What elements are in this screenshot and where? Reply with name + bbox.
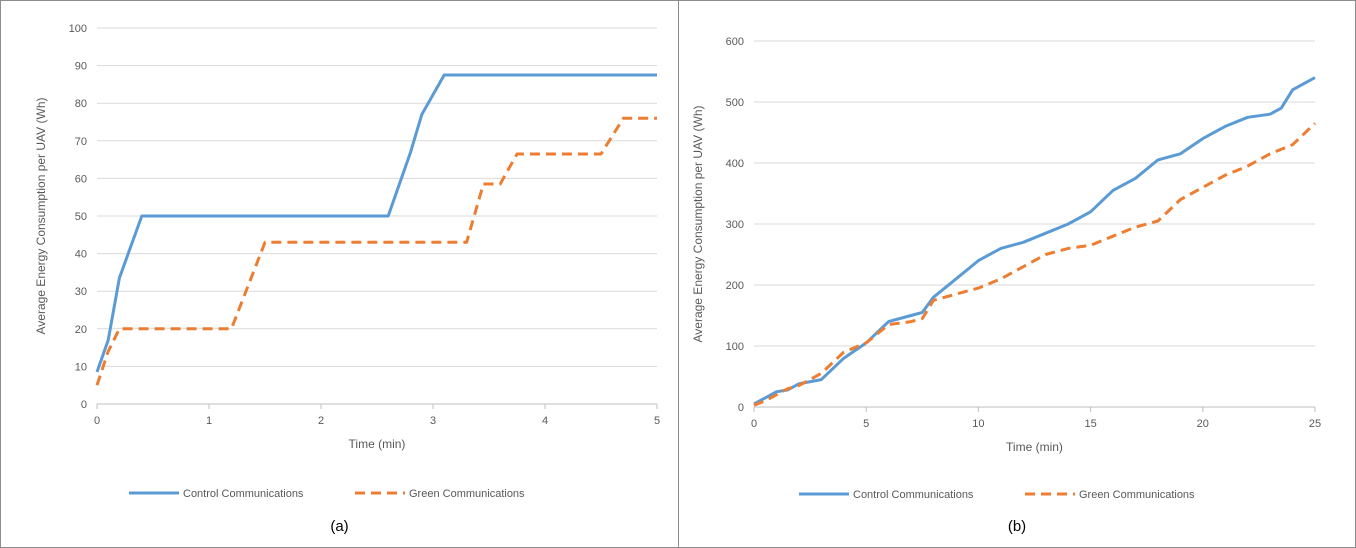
chart-a-svg: 0 10 20 30 40 50 60 70 80 90 100 0 1 2 3 4 5 Time (min) Av… <box>34 23 660 500</box>
series-line-b-control <box>753 76 1316 406</box>
chart-panel-a: 0 10 20 30 40 50 60 70 80 90 100 0 1 2 3 4 5 Time (min) Av… <box>0 0 679 548</box>
x-tick-label-a-4: 4 <box>542 415 548 427</box>
legend-label-b-green: Green Communications <box>1079 489 1195 501</box>
legend-label-b-control: Control Communications <box>853 489 974 501</box>
legend-label-a-control: Control Communications <box>183 488 304 500</box>
y-tick-label-a-0: 0 <box>81 399 87 411</box>
x-tick-label-a-5: 5 <box>654 415 660 427</box>
y-tick-label-b-6: 600 <box>726 36 744 48</box>
x-tick-label-b-1: 5 <box>863 418 869 430</box>
caption-b: (b) <box>1007 518 1027 535</box>
y-tick-label-a-8: 80 <box>75 98 87 110</box>
y-tick-label-a-1: 10 <box>75 361 87 373</box>
x-tick-label-a-1: 1 <box>206 415 212 427</box>
y-tick-label-a-5: 50 <box>75 211 87 223</box>
y-axis-title-b: Average Energy Consumption per UAV (Wh) <box>691 106 705 343</box>
x-tick-label-b-2: 10 <box>972 418 984 430</box>
x-tick-label-b-5: 25 <box>1309 418 1321 430</box>
x-tick-label-b-4: 20 <box>1197 418 1209 430</box>
x-tick-label-b-3: 15 <box>1084 418 1096 430</box>
chart-panel-b: 0 100 200 300 400 500 600 0 5 10 15 20 25 Time (min) A… <box>678 0 1356 548</box>
x-axis-title-b: Time (min) <box>1006 440 1063 454</box>
y-axis-title-a: Average Energy Consumption per UAV (Wh) <box>34 98 48 335</box>
caption-a: (a) <box>330 518 349 535</box>
series-line-a-green <box>95 116 657 386</box>
x-tick-label-a-3: 3 <box>430 415 436 427</box>
y-tick-label-b-0: 0 <box>738 402 744 414</box>
y-tick-label-a-7: 70 <box>75 136 87 148</box>
y-tick-label-b-1: 100 <box>726 341 744 353</box>
y-tick-label-b-3: 300 <box>726 219 744 231</box>
series-line-a-control <box>95 73 657 373</box>
y-tick-label-b-5: 500 <box>726 97 744 109</box>
y-tick-label-a-2: 20 <box>75 324 87 336</box>
x-tick-label-a-2: 2 <box>318 415 324 427</box>
x-tick-label-b-0: 0 <box>751 418 757 430</box>
y-tick-label-a-3: 30 <box>75 286 87 298</box>
y-tick-label-a-4: 40 <box>75 249 87 261</box>
y-tick-label-a-6: 60 <box>75 173 87 185</box>
legend-label-a-green: Green Communications <box>409 488 525 500</box>
y-tick-label-a-10: 100 <box>69 23 87 35</box>
chart-b-svg: 0 100 200 300 400 500 600 0 5 10 15 20 25 Time (min) A… <box>691 36 1321 501</box>
y-tick-label-b-2: 200 <box>726 280 744 292</box>
y-tick-label-b-4: 400 <box>726 158 744 170</box>
x-tick-label-a-0: 0 <box>94 415 100 427</box>
series-line-b-green <box>753 122 1317 407</box>
y-tick-label-a-9: 90 <box>75 61 87 73</box>
x-axis-title-a: Time (min) <box>349 437 406 451</box>
